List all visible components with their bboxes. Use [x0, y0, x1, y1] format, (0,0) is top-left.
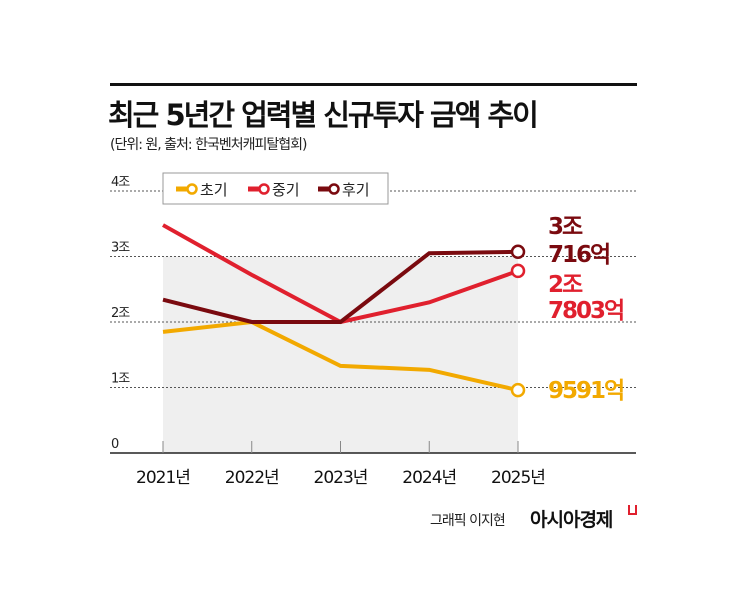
x-tick-label: 2021년 — [136, 468, 190, 488]
legend-label: 중기 — [272, 181, 300, 199]
x-tick-label: 2022년 — [225, 468, 279, 488]
x-tick-label: 2025년 — [491, 468, 545, 488]
end-value-label: 7803억 — [548, 298, 623, 324]
y-tick-label: 2조 — [111, 306, 130, 321]
graphic-credit: 그래픽 이지현 — [430, 513, 506, 529]
legend-marker-icon — [258, 183, 270, 195]
end-point-marker — [510, 382, 526, 398]
brand-mark-icon — [628, 505, 637, 515]
legend-label: 초기 — [200, 181, 228, 199]
legend-marker-icon — [186, 183, 198, 195]
end-value-label: 3조 — [548, 214, 583, 240]
x-tick-label: 2023년 — [314, 468, 368, 488]
end-point-marker — [510, 244, 526, 260]
title-rule — [110, 83, 637, 86]
end-value-label: 2조 — [548, 272, 583, 298]
end-value-label: 9591억 — [548, 378, 623, 404]
y-tick-label: 4조 — [111, 175, 130, 190]
series-line-후기 — [162, 249, 519, 324]
legend-label: 후기 — [342, 181, 370, 199]
legend-marker-icon — [328, 183, 340, 195]
end-point-marker — [510, 263, 526, 279]
y-tick-label: 1조 — [111, 372, 130, 387]
series-line-초기 — [162, 319, 519, 393]
y-tick-label: 0 — [111, 437, 119, 452]
x-tick-label: 2024년 — [402, 468, 456, 488]
chart-subtitle: (단위: 원, 출처: 한국벤처캐피탈협회) — [110, 137, 307, 153]
brand-logo: 아시아경제 — [530, 509, 613, 531]
chart-title: 최근 5년간 업력별 신규투자 금액 추이 — [108, 98, 539, 132]
legend-box — [162, 172, 389, 205]
end-value-label: 716억 — [548, 242, 609, 268]
y-tick-label: 3조 — [111, 241, 130, 256]
plot-shade — [163, 256, 518, 453]
